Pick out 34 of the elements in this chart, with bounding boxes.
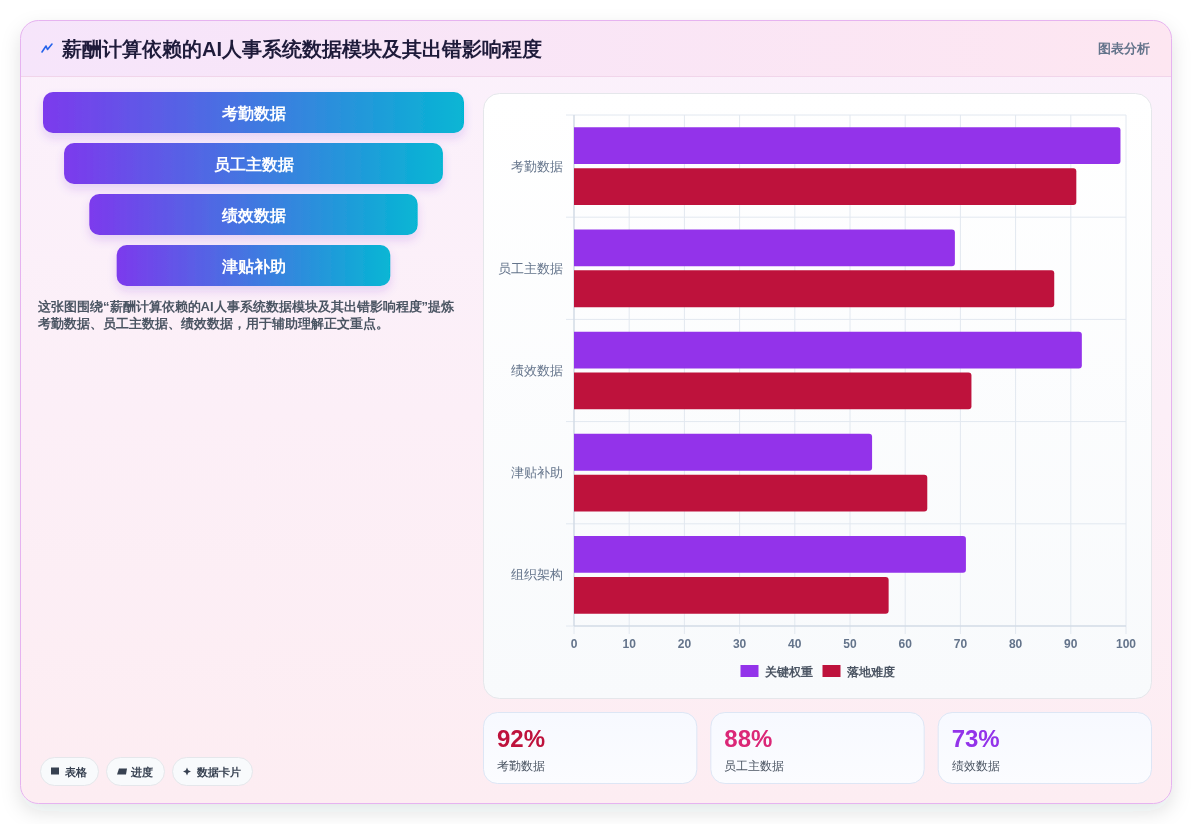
x-tick-label: 100: [1115, 637, 1137, 651]
x-tick-label: 30: [732, 637, 747, 651]
text: 考勤数据: [497, 759, 545, 773]
text: 进度: [130, 765, 153, 778]
category-label: 员工主数据: [213, 154, 294, 173]
text: 92%: [497, 725, 546, 752]
text: 数据卡片: [196, 765, 241, 778]
x-tick-label: 70: [953, 637, 968, 651]
text: 图表分析: [1098, 40, 1150, 56]
text: 88%: [724, 725, 773, 752]
x-tick-label: 0: [570, 637, 578, 651]
y-tick-label: 考勤数据: [511, 159, 563, 174]
x-tick-label: 40: [788, 637, 802, 651]
x-tick-label: 90: [1064, 637, 1078, 651]
category-label: 津贴补助: [220, 257, 286, 275]
x-tick-label: 50: [843, 637, 857, 651]
y-tick-label: 员工主数据: [498, 260, 563, 276]
x-tick-label: 10: [622, 637, 637, 651]
text: 73%: [951, 725, 1000, 752]
category-label: 绩效数据: [220, 206, 286, 224]
y-tick-label: 组织架构: [511, 568, 563, 583]
text: 绩效数据: [951, 759, 1000, 773]
category-label: 考勤数据: [220, 104, 286, 122]
text: 员工主数据: [724, 759, 785, 773]
text: 表格: [64, 765, 88, 778]
y-tick-label: 绩效数据: [511, 364, 563, 378]
x-tick-label: 60: [898, 637, 913, 651]
x-tick-label: 80: [1008, 637, 1023, 651]
legend-label: 关键权重: [763, 664, 813, 679]
y-tick-label: 津贴补助: [511, 466, 563, 481]
text: 薪酬计算依赖的AI人事系统数据模块及其出错影响程度: [61, 38, 542, 60]
x-tick-label: 20: [677, 637, 692, 651]
legend-label: 落地难度: [845, 664, 895, 679]
text: 这张图围绕“薪酬计算依赖的AI人事系统数据模块及其出错影响程度”提炼考勤数据、员工主数据、绩效数据，用于辅助理解正文重点。: [37, 299, 455, 331]
